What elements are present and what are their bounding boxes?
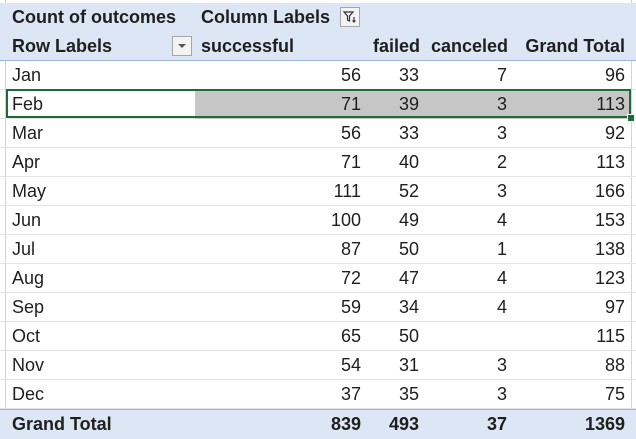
value-cell-canceled[interactable]: 3 <box>496 94 507 114</box>
value-cell-grand-total[interactable]: 123 <box>594 268 625 288</box>
grand-total-label[interactable]: Grand Total <box>12 414 112 434</box>
value-cell-failed[interactable]: 52 <box>398 181 419 201</box>
value-cell-successful[interactable]: 71 <box>340 152 361 172</box>
value-field-label[interactable]: Count of outcomes <box>12 7 176 27</box>
table-row: Jan 56 33 7 96 <box>0 61 636 90</box>
value-cell-failed[interactable]: 34 <box>398 297 419 317</box>
value-cell-grand-total[interactable]: 96 <box>604 65 625 85</box>
value-cell-grand-total[interactable]: 138 <box>594 239 625 259</box>
filter-dropdown-icon[interactable] <box>340 7 360 27</box>
value-cell-failed[interactable]: 47 <box>398 268 419 288</box>
pivot-header-row-2: Row Labels successful failed canceled Gr… <box>0 32 636 61</box>
value-cell-successful[interactable]: 65 <box>340 326 361 346</box>
grand-total-overall[interactable]: 1369 <box>584 414 625 434</box>
value-cell-failed[interactable]: 40 <box>398 152 419 172</box>
value-cell-failed[interactable]: 35 <box>398 384 419 404</box>
value-cell-canceled[interactable]: 1 <box>496 239 507 259</box>
selected-range-highlight <box>195 90 631 119</box>
row-label-cell[interactable]: Apr <box>12 152 41 172</box>
table-row: Mar 56 33 3 92 <box>0 119 636 148</box>
value-cell-grand-total[interactable]: 153 <box>594 210 625 230</box>
table-row: Jun 100 49 4 153 <box>0 206 636 235</box>
value-cell-canceled[interactable]: 4 <box>496 297 507 317</box>
table-row: Feb 71 39 3 113 <box>0 90 636 119</box>
table-row: Apr 71 40 2 113 <box>0 148 636 177</box>
value-cell-grand-total[interactable]: 75 <box>604 384 625 404</box>
table-row: Sep 59 34 4 97 <box>0 293 636 322</box>
value-cell-grand-total[interactable]: 166 <box>594 181 625 201</box>
row-label-cell[interactable]: Nov <box>12 355 45 375</box>
value-cell-grand-total[interactable]: 113 <box>596 94 625 114</box>
dropdown-arrow-icon[interactable] <box>172 36 192 56</box>
column-header-failed[interactable]: failed <box>373 36 421 56</box>
value-cell-successful[interactable]: 56 <box>340 65 361 85</box>
value-cell-canceled[interactable] <box>425 322 513 351</box>
value-cell-failed[interactable]: 49 <box>398 210 419 230</box>
fill-handle[interactable] <box>627 114 635 122</box>
column-gridline-left <box>5 0 6 439</box>
row-label-cell[interactable]: Sep <box>12 297 45 317</box>
grand-total-row: Grand Total 839 493 37 1369 <box>0 409 636 439</box>
value-cell-grand-total[interactable]: 88 <box>604 355 625 375</box>
row-label-cell[interactable]: Oct <box>12 326 41 346</box>
value-cell-failed[interactable]: 50 <box>398 326 419 346</box>
value-cell-failed[interactable]: 39 <box>398 94 419 114</box>
value-cell-successful[interactable]: 54 <box>340 355 361 375</box>
table-row: May 111 52 3 166 <box>0 177 636 206</box>
value-cell-canceled[interactable]: 3 <box>496 123 507 143</box>
value-cell-successful[interactable]: 37 <box>340 384 361 404</box>
value-cell-successful[interactable]: 71 <box>340 94 361 114</box>
value-cell-successful[interactable]: 100 <box>330 210 361 230</box>
value-cell-grand-total[interactable]: 92 <box>604 123 625 143</box>
row-label-cell[interactable]: Feb <box>12 94 44 114</box>
table-row: Dec 37 35 3 75 <box>0 380 636 409</box>
value-cell-canceled[interactable]: 7 <box>496 65 507 85</box>
row-label-cell[interactable]: Dec <box>12 384 45 404</box>
pivot-header-row-1: Count of outcomes Column Labels <box>0 3 636 32</box>
column-labels-text: Column Labels <box>201 7 331 27</box>
table-row: Nov 54 31 3 88 <box>0 351 636 380</box>
grand-total-successful[interactable]: 839 <box>330 414 361 434</box>
table-row: Jul 87 50 1 138 <box>0 235 636 264</box>
value-cell-successful[interactable]: 111 <box>333 181 361 201</box>
grand-total-failed[interactable]: 493 <box>388 414 419 434</box>
table-row: Aug 72 47 4 123 <box>0 264 636 293</box>
column-header-successful[interactable]: successful <box>201 36 295 56</box>
value-cell-canceled[interactable]: 3 <box>496 181 507 201</box>
value-cell-canceled[interactable]: 4 <box>496 210 507 230</box>
row-label-cell[interactable]: May <box>12 181 47 201</box>
column-gridline-right <box>631 0 632 439</box>
column-labels-header[interactable]: Column Labels <box>195 3 367 32</box>
value-cell-canceled[interactable]: 3 <box>496 355 507 375</box>
row-label-cell[interactable]: Aug <box>12 268 45 288</box>
row-label-cell[interactable]: Jan <box>12 65 42 85</box>
value-cell-successful[interactable]: 72 <box>340 268 361 288</box>
row-labels-header[interactable]: Row Labels <box>6 32 195 61</box>
value-cell-failed[interactable]: 33 <box>398 123 419 143</box>
value-cell-canceled[interactable]: 2 <box>496 152 507 172</box>
row-label-cell[interactable]: Mar <box>12 123 43 143</box>
table-row: Oct 65 50 115 <box>0 322 636 351</box>
value-cell-successful[interactable]: 87 <box>340 239 361 259</box>
row-label-cell[interactable]: Jul <box>12 239 36 259</box>
column-header-canceled[interactable]: canceled <box>431 36 509 56</box>
value-cell-failed[interactable]: 33 <box>398 65 419 85</box>
value-cell-grand-total[interactable]: 97 <box>604 297 625 317</box>
value-cell-failed[interactable]: 50 <box>398 239 419 259</box>
grand-total-canceled[interactable]: 37 <box>486 414 507 434</box>
column-header-grand-total[interactable]: Grand Total <box>525 36 625 56</box>
value-cell-successful[interactable]: 59 <box>340 297 361 317</box>
value-cell-canceled[interactable]: 4 <box>496 268 507 288</box>
value-cell-failed[interactable]: 31 <box>398 355 419 375</box>
value-cell-grand-total[interactable]: 113 <box>596 152 625 172</box>
value-cell-canceled[interactable]: 3 <box>496 384 507 404</box>
value-cell-grand-total[interactable]: 115 <box>596 326 625 346</box>
row-label-cell[interactable]: Jun <box>12 210 42 230</box>
value-cell-successful[interactable]: 56 <box>340 123 361 143</box>
row-labels-text: Row Labels <box>12 36 113 56</box>
